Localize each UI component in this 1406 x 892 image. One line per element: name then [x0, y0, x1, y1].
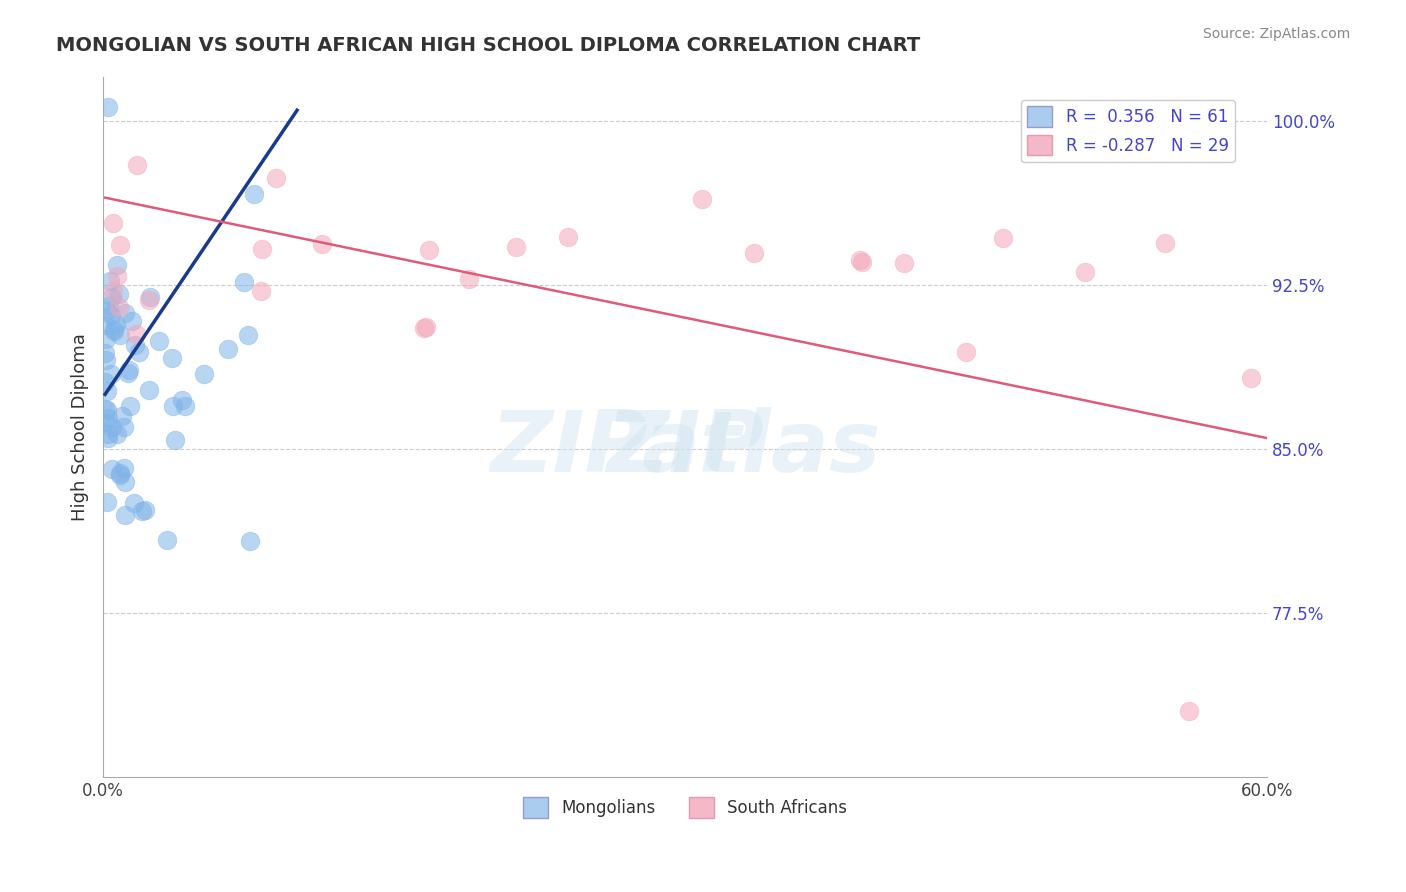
Point	[122, 496, 145, 510]
Point	[103, 324, 125, 338]
Point	[108, 300, 131, 314]
Point	[105, 258, 128, 272]
Text: Source: ZipAtlas.com: Source: ZipAtlas.com	[1202, 27, 1350, 41]
Point	[97, 100, 120, 114]
Point	[311, 236, 333, 251]
Point	[105, 269, 128, 284]
Point	[124, 338, 146, 352]
Point	[96, 304, 118, 318]
Point	[173, 399, 195, 413]
Point	[851, 255, 873, 269]
Point	[94, 402, 117, 417]
Point	[96, 402, 118, 417]
Point	[1240, 371, 1263, 385]
Point	[252, 242, 274, 256]
Point	[458, 272, 481, 286]
Point	[148, 334, 170, 348]
Point	[128, 345, 150, 359]
Point	[101, 419, 124, 434]
Point	[97, 411, 120, 425]
Point	[955, 345, 977, 359]
Point	[893, 256, 915, 270]
Point	[101, 285, 124, 299]
Point	[993, 231, 1015, 245]
Point	[114, 306, 136, 320]
Point	[110, 466, 132, 480]
Point	[170, 393, 193, 408]
Point	[94, 346, 117, 360]
Point	[112, 461, 135, 475]
Point	[1178, 704, 1201, 718]
Point	[97, 431, 120, 445]
Point	[108, 467, 131, 482]
Legend: Mongolians, South Africans: Mongolians, South Africans	[516, 791, 853, 824]
Point	[121, 313, 143, 327]
Text: MONGOLIAN VS SOUTH AFRICAN HIGH SCHOOL DIPLOMA CORRELATION CHART: MONGOLIAN VS SOUTH AFRICAN HIGH SCHOOL D…	[56, 36, 921, 54]
Point	[193, 367, 215, 381]
Point	[1154, 235, 1177, 250]
Point	[217, 342, 239, 356]
Point	[139, 290, 162, 304]
Point	[96, 384, 118, 398]
Point	[94, 375, 117, 389]
Point	[110, 328, 132, 343]
Point	[112, 419, 135, 434]
Point	[134, 503, 156, 517]
Point	[118, 400, 141, 414]
Point	[110, 238, 132, 252]
Point	[105, 426, 128, 441]
Point	[131, 504, 153, 518]
Point	[101, 216, 124, 230]
Point	[415, 320, 437, 334]
Point	[110, 409, 132, 423]
Point	[138, 293, 160, 307]
Point	[413, 320, 436, 334]
Point	[118, 363, 141, 377]
Point	[97, 427, 120, 442]
Point	[505, 240, 527, 254]
Point	[94, 415, 117, 429]
Point	[557, 229, 579, 244]
Point	[125, 158, 148, 172]
Point	[162, 399, 184, 413]
Point	[100, 308, 122, 322]
Point	[108, 286, 131, 301]
Point	[97, 299, 120, 313]
Point	[114, 475, 136, 489]
Point	[1074, 264, 1097, 278]
Point	[849, 252, 872, 267]
Point	[692, 192, 714, 206]
Point	[96, 352, 118, 367]
Point	[125, 327, 148, 342]
Point	[100, 462, 122, 476]
Point	[96, 494, 118, 508]
Point	[100, 290, 122, 304]
Point	[742, 246, 765, 260]
Text: ZIP: ZIP	[606, 407, 763, 490]
Point	[117, 367, 139, 381]
Point	[156, 533, 179, 548]
Point	[94, 332, 117, 346]
Point	[165, 434, 187, 448]
Point	[94, 318, 117, 333]
Point	[233, 275, 256, 289]
Point	[162, 351, 184, 366]
Point	[138, 383, 160, 397]
Point	[239, 533, 262, 548]
Point	[100, 368, 122, 382]
Point	[243, 187, 266, 202]
Y-axis label: High School Diploma: High School Diploma	[72, 334, 89, 521]
Point	[105, 317, 128, 331]
Point	[418, 243, 440, 257]
Point	[114, 508, 136, 523]
Point	[236, 328, 259, 343]
Point	[103, 322, 125, 336]
Point	[264, 170, 287, 185]
Point	[250, 284, 273, 298]
Text: ZIPatlas: ZIPatlas	[489, 407, 880, 490]
Point	[98, 274, 121, 288]
